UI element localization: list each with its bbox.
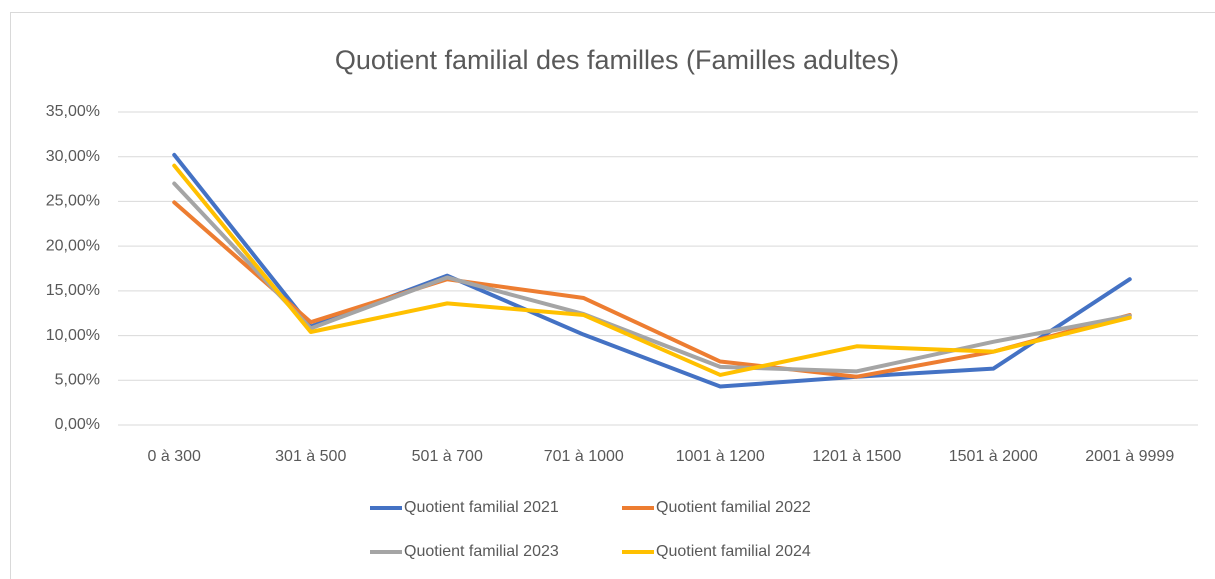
y-tick-label: 0,00% (55, 416, 100, 433)
y-tick-label: 20,00% (46, 237, 100, 254)
line-series (172, 181, 1132, 374)
legend-label: Quotient familial 2021 (404, 499, 559, 516)
x-tick-label: 1501 à 2000 (949, 448, 1038, 465)
chart-title: Quotient familial des familles (Familles… (335, 45, 899, 75)
x-tick-label: 0 à 300 (148, 448, 201, 465)
legend-label: Quotient familial 2023 (404, 543, 559, 560)
legend-label: Quotient familial 2024 (656, 543, 811, 560)
x-tick-label: 701 à 1000 (544, 448, 624, 465)
line-series (172, 200, 1132, 379)
y-tick-label: 25,00% (46, 193, 100, 210)
y-tick-label: 35,00% (46, 103, 100, 120)
y-tick-label: 10,00% (46, 327, 100, 344)
line-series (172, 163, 1132, 377)
y-tick-label: 15,00% (46, 282, 100, 299)
y-tick-label: 5,00% (55, 372, 100, 389)
y-tick-label: 30,00% (46, 148, 100, 165)
legend-label: Quotient familial 2022 (656, 499, 811, 516)
chart-border (10, 12, 1215, 579)
x-tick-label: 501 à 700 (412, 448, 483, 465)
x-tick-label: 2001 à 9999 (1085, 448, 1174, 465)
x-tick-label: 301 à 500 (275, 448, 346, 465)
x-tick-label: 1001 à 1200 (676, 448, 765, 465)
x-tick-label: 1201 à 1500 (812, 448, 901, 465)
